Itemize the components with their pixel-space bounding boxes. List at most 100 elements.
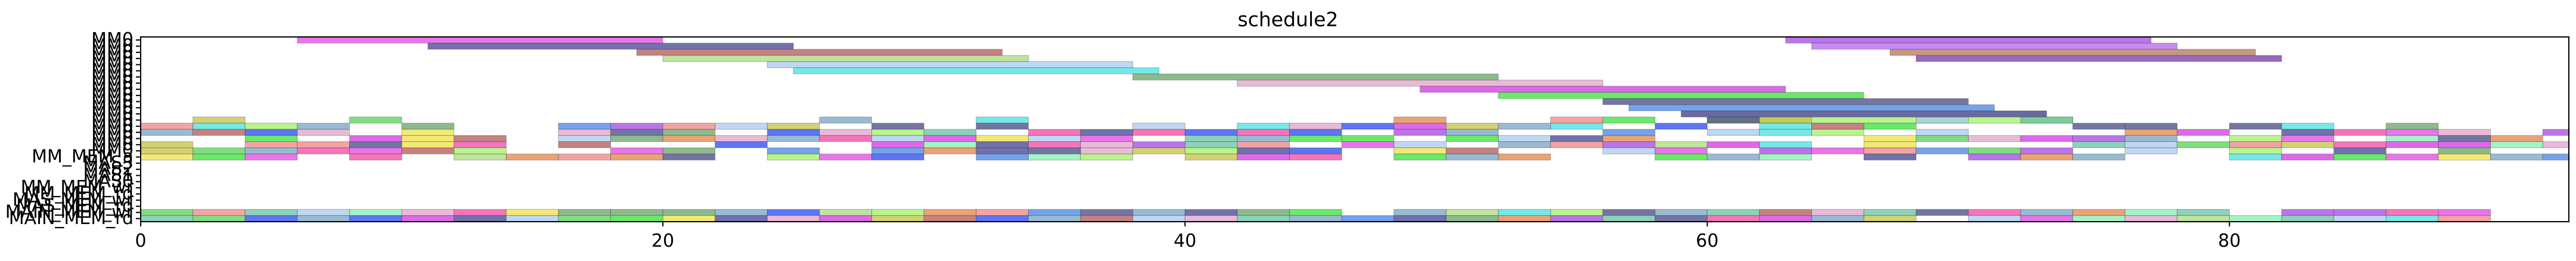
task-bar: [1863, 215, 1917, 222]
task-bar: [349, 116, 402, 124]
y-tick-label: MM0: [91, 48, 134, 69]
task-bar: [1811, 209, 1864, 216]
task-bar: [610, 147, 663, 154]
task-bar: [766, 61, 1134, 69]
task-bar: [610, 209, 663, 216]
task-bar: [2333, 147, 2386, 154]
task-bar: [558, 153, 612, 161]
task-bar: [819, 209, 873, 216]
y-tick-label: MM0: [91, 73, 134, 94]
y-tick-label: MM0: [91, 122, 134, 142]
task-bar: [715, 209, 768, 216]
task-bar: [1080, 141, 1134, 148]
task-bar: [1393, 141, 1447, 148]
y-tick-label: MM0: [91, 140, 134, 161]
task-bar: [1289, 209, 1342, 216]
task-bar: [349, 215, 402, 222]
task-bar: [2281, 215, 2335, 222]
task-bar: [1132, 73, 1499, 80]
task-bar: [1184, 215, 1238, 222]
task-bar: [454, 153, 507, 161]
task-bar: [2124, 129, 2178, 136]
task-bar: [2020, 215, 2074, 222]
task-bar: [1967, 147, 2021, 154]
task-bar: [349, 209, 402, 216]
task-bar: [558, 215, 612, 222]
task-bar: [244, 123, 298, 130]
task-bar: [1759, 129, 1812, 136]
task-bar: [1602, 116, 1656, 124]
task-bar: [1080, 209, 1134, 216]
task-bar: [193, 129, 246, 136]
task-bar: [297, 215, 350, 222]
task-bar: [1080, 153, 1134, 161]
task-bar: [193, 209, 246, 216]
task-bar: [1341, 141, 1395, 148]
task-bar: [1028, 141, 1081, 148]
task-bar: [401, 215, 455, 222]
task-bar: [558, 209, 612, 216]
task-bar: [454, 141, 507, 148]
task-bar: [1681, 110, 2047, 117]
task-bar: [454, 215, 507, 222]
task-bar: [1498, 141, 1551, 148]
task-bar: [1289, 153, 1342, 161]
task-bar: [1237, 135, 1290, 142]
task-bar: [819, 153, 873, 161]
task-bar: [297, 141, 350, 148]
task-bar: [766, 153, 820, 161]
task-bar: [1393, 153, 1447, 161]
task-bar: [558, 123, 612, 130]
task-bar: [244, 147, 298, 154]
task-bar: [766, 147, 820, 154]
task-bar: [1289, 147, 1342, 154]
task-bar: [2229, 123, 2282, 130]
task-bar: [140, 215, 194, 222]
y-tick-label: MAS0: [83, 171, 134, 192]
task-bar: [1759, 215, 1812, 222]
task-bar: [2438, 129, 2491, 136]
y-tick-label: MM_MEM_a: [32, 147, 134, 167]
task-bar: [1759, 123, 1812, 130]
task-bar: [976, 141, 1029, 148]
task-bar: [244, 209, 298, 216]
task-bar: [2490, 141, 2543, 148]
task-bar: [871, 215, 924, 222]
task-bar: [244, 141, 298, 148]
task-bar: [1132, 209, 1185, 216]
task-bar: [610, 135, 663, 142]
y-tick-label: MM0: [91, 36, 134, 57]
y-tick-label: MM0: [91, 134, 134, 155]
task-bar: [193, 215, 246, 222]
task-bar: [1759, 209, 1812, 216]
task-bar: [2490, 135, 2543, 142]
task-bar: [1080, 147, 1134, 154]
task-bar: [662, 55, 1029, 62]
y-tick-label: MM0: [91, 60, 134, 81]
task-bar: [505, 153, 559, 161]
task-bar: [2385, 129, 2439, 136]
task-bar: [2229, 135, 2282, 142]
task-bar: [976, 116, 1029, 124]
task-bar: [1863, 153, 1917, 161]
task-bar: [140, 141, 194, 148]
task-bar: [871, 123, 924, 130]
task-bar: [976, 215, 1029, 222]
task-bar: [2177, 129, 2230, 136]
task-bar: [2542, 153, 2569, 161]
task-bar: [2542, 141, 2569, 148]
task-bar: [1967, 135, 2021, 142]
task-bar: [1602, 209, 1656, 216]
task-bar: [297, 147, 350, 154]
task-bar: [2333, 129, 2386, 136]
task-bar: [2333, 215, 2386, 222]
task-bar: [297, 129, 350, 136]
task-bar: [2490, 153, 2543, 161]
task-bar: [1706, 209, 1760, 216]
task-bar: [505, 209, 559, 216]
task-bar: [1916, 129, 1969, 136]
task-bar: [1289, 123, 1342, 130]
task-bar: [1655, 215, 1708, 222]
task-bar: [401, 135, 455, 142]
task-bar: [871, 141, 924, 148]
